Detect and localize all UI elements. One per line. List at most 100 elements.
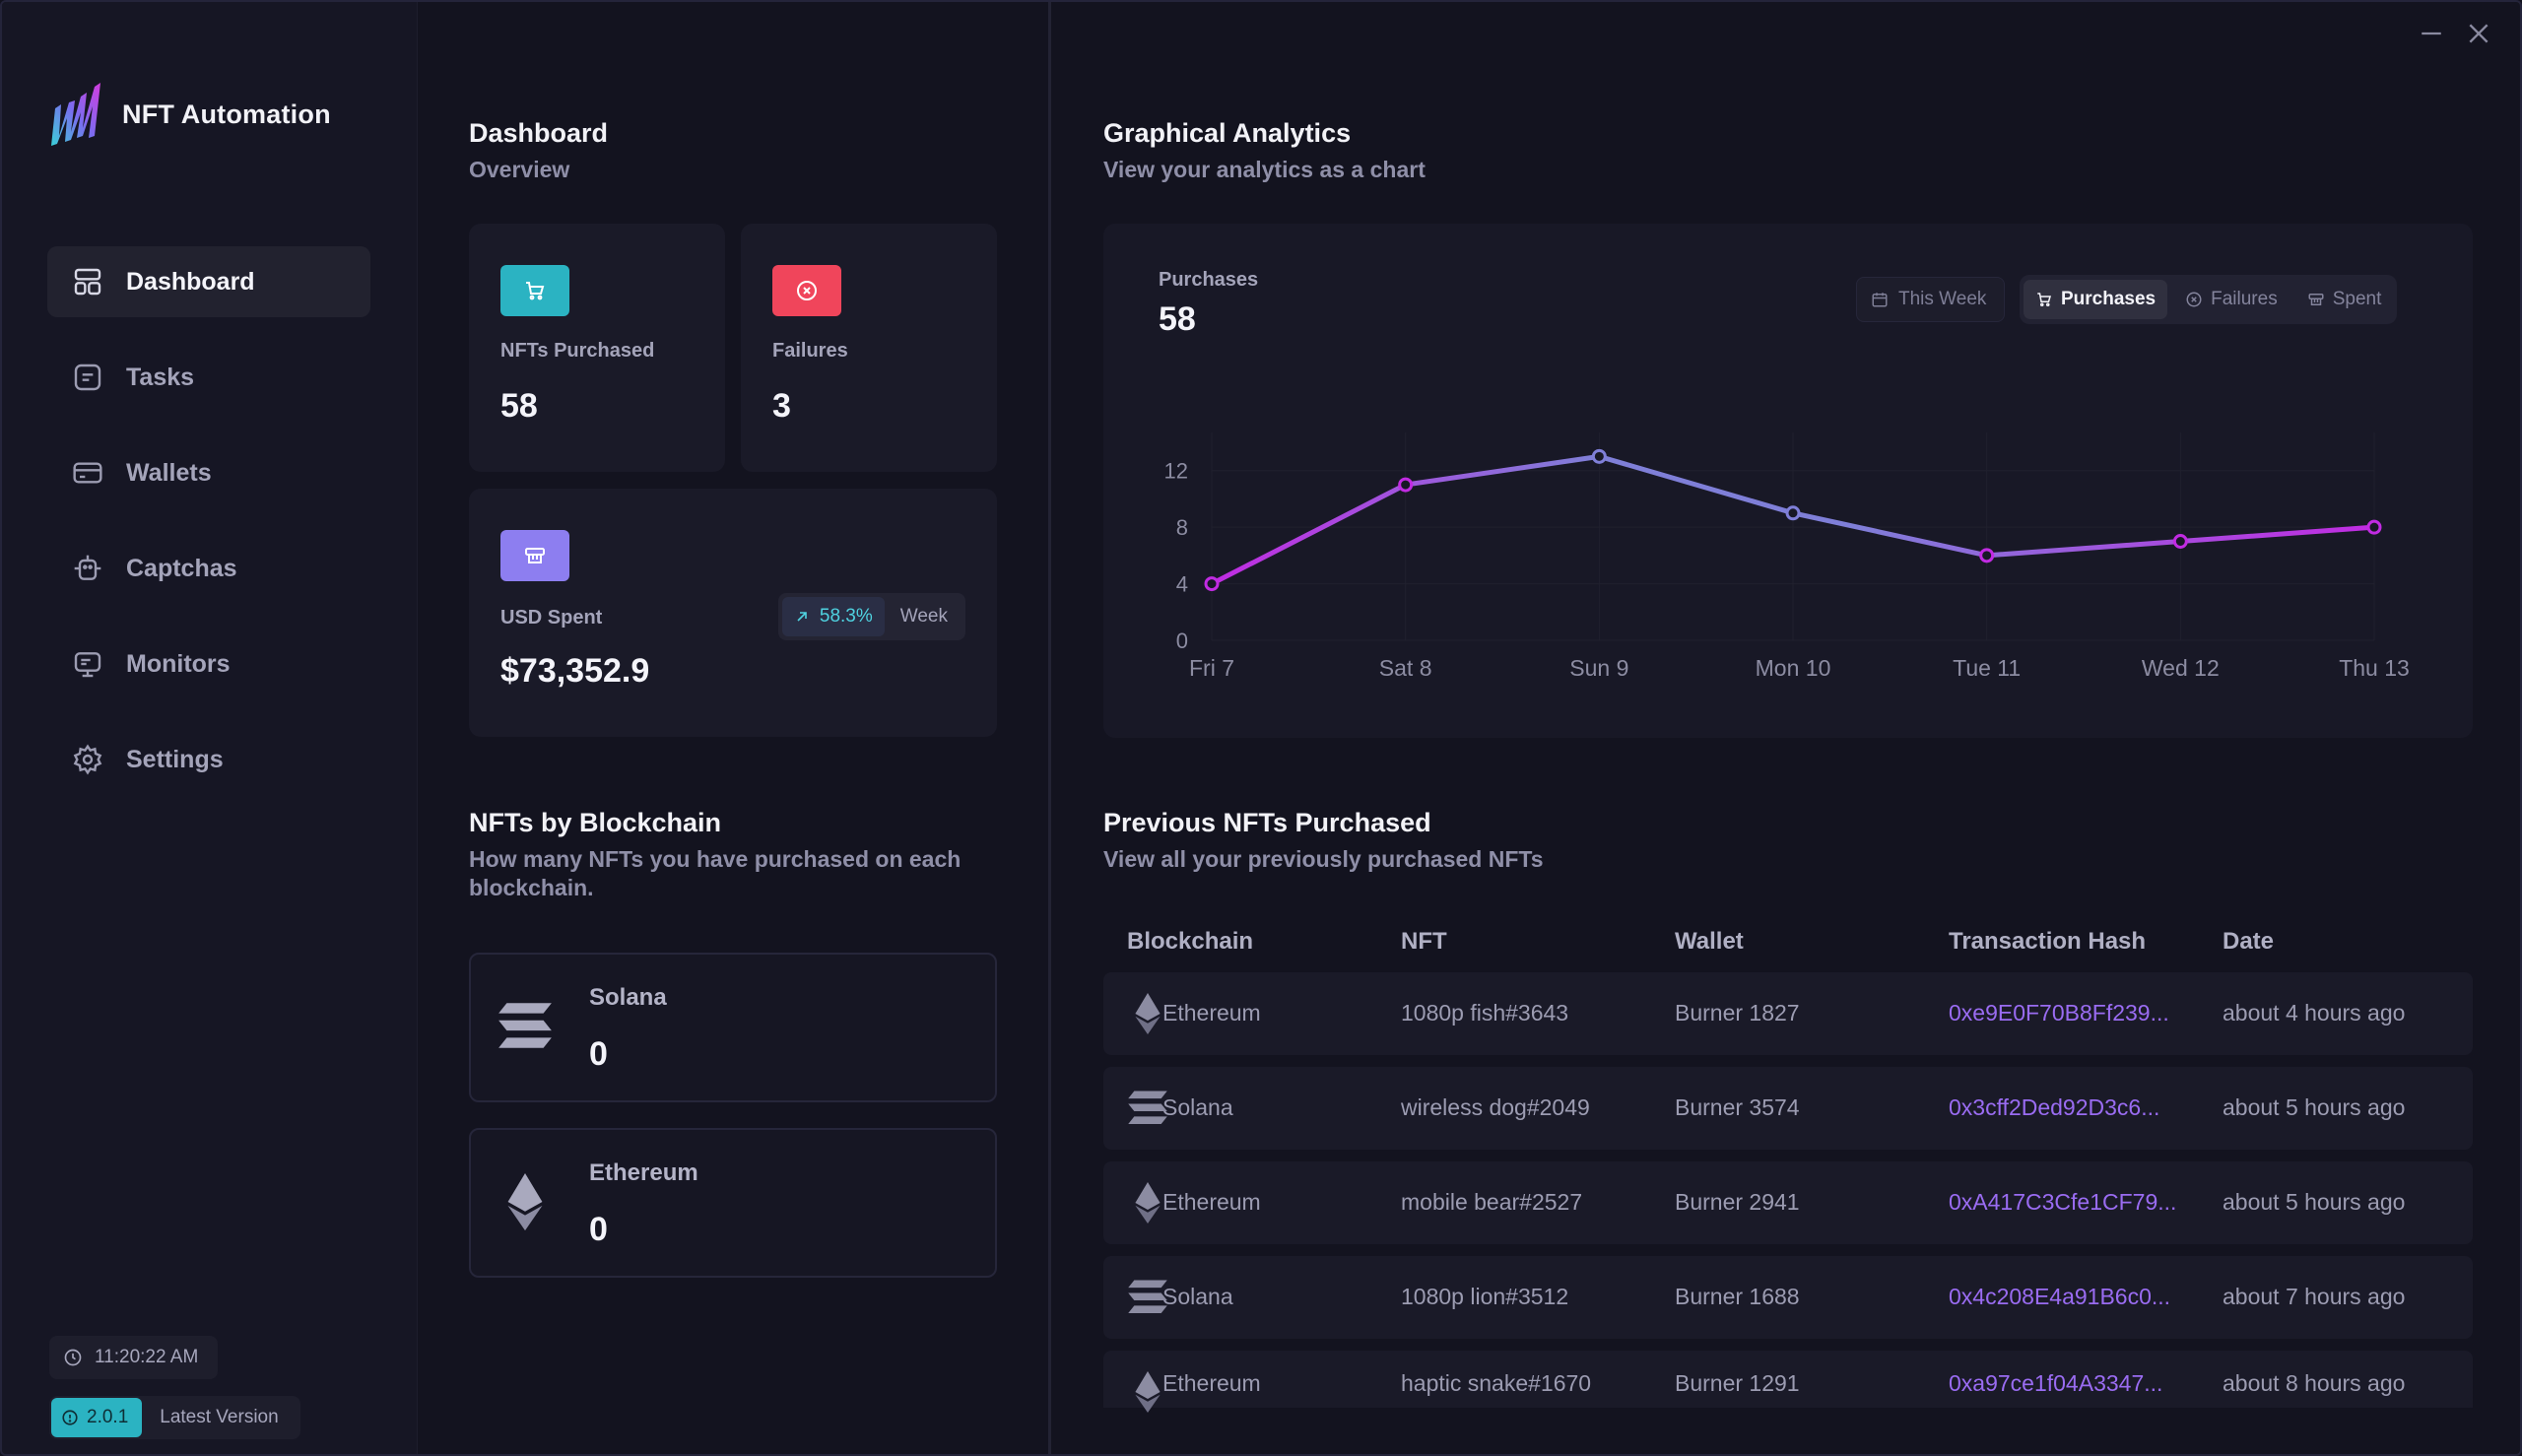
analytics-title: Graphical Analytics: [1103, 118, 1352, 148]
column-header[interactable]: Blockchain: [1127, 928, 1254, 955]
stat-label: Failures: [772, 340, 848, 362]
tab-failures[interactable]: Failures: [2173, 280, 2290, 319]
solana-icon: [493, 994, 558, 1059]
y-tick-label: 8: [1176, 515, 1188, 540]
stat-card-failures: Failures 3: [741, 224, 997, 472]
analytics-subtitle: View your analytics as a chart: [1103, 157, 1426, 182]
data-point: [1398, 477, 1414, 493]
solana-icon: [1123, 1270, 1172, 1325]
close-button[interactable]: [2461, 16, 2496, 51]
close-icon: [2469, 24, 2489, 43]
x-tick-label: Thu 13: [2339, 655, 2410, 681]
data-point: [2366, 519, 2382, 535]
sidebar-item-label: Dashboard: [126, 267, 255, 296]
cell-transaction-hash[interactable]: 0x4c208E4a91B6c0...: [1949, 1284, 2171, 1309]
money-icon: [500, 530, 569, 581]
data-point: [1785, 505, 1801, 521]
cell-transaction-hash[interactable]: 0xe9E0F70B8Ff239...: [1949, 1000, 2169, 1026]
cell-date: about 7 hours ago: [2223, 1284, 2406, 1309]
table-row[interactable]: Solana wireless dog#2049 Burner 3574 0x3cff…: [1103, 1067, 2473, 1150]
chain-name: Solana: [589, 984, 667, 1011]
data-point: [1591, 448, 1607, 464]
sidebar-item-label: Tasks: [126, 363, 195, 391]
stat-value: 3: [772, 387, 791, 425]
x-circle-icon: [2186, 292, 2202, 307]
sidebar-item-settings[interactable]: Settings: [47, 724, 370, 795]
tab-purchases[interactable]: Purchases: [2024, 280, 2168, 319]
table-row[interactable]: Solana 1080p lion#3512 Burner 1688 0x4c208E…: [1103, 1256, 2473, 1339]
minimize-icon: [2422, 32, 2441, 35]
chain-card-ethereum: Ethereum 0: [469, 1128, 997, 1278]
purchases-subtitle: View all your previously purchased NFTs: [1103, 846, 1544, 872]
solana-icon: [1123, 1081, 1172, 1136]
y-tick-label: 12: [1164, 459, 1188, 484]
chart-kpi-value: 58: [1159, 300, 1196, 338]
version-info: 2.0.1 Latest Version: [49, 1396, 300, 1439]
data-point: [1979, 548, 1995, 563]
column-header[interactable]: Date: [2223, 928, 2275, 955]
column-header[interactable]: Transaction Hash: [1949, 928, 2147, 955]
chart-card: Purchases 58 This Week Purchases Failure…: [1103, 224, 2473, 738]
gear-icon: [71, 743, 104, 776]
clock: 11:20:22 AM: [49, 1336, 219, 1379]
wallet-icon: [71, 456, 104, 490]
sidebar-item-captchas[interactable]: Captchas: [47, 533, 370, 604]
stat-value: $73,352.9: [500, 652, 650, 690]
sidebar-item-dashboard[interactable]: Dashboard: [47, 246, 370, 317]
cell-blockchain: Solana: [1162, 1284, 1233, 1309]
page-title: Dashboard: [469, 118, 609, 148]
column-header[interactable]: Wallet: [1675, 928, 1744, 955]
x-circle-icon: [772, 265, 841, 316]
cell-date: about 8 hours ago: [2223, 1370, 2406, 1396]
chain-card-solana: Solana 0: [469, 953, 997, 1102]
brand: NFT Automation: [47, 79, 331, 150]
cell-transaction-hash[interactable]: 0x3cff2Ded92D3c6...: [1949, 1094, 2160, 1120]
purchases-line-chart: 0 4 8 12 Fri 7 Sat 8 Sun 9 Mon 10 Tue 11 Wed 12 Th…: [1164, 432, 2410, 681]
cell-transaction-hash[interactable]: 0xa97ce1f04A3347...: [1949, 1370, 2163, 1396]
tasks-icon: [71, 361, 104, 394]
tab-label: Spent: [2332, 289, 2382, 309]
sidebar-item-label: Monitors: [126, 649, 231, 678]
chain-count: 0: [589, 1211, 608, 1248]
table-row[interactable]: Ethereum 1080p fish#3643 Burner 1827 0xe9E0…: [1103, 972, 2473, 1055]
sidebar-item-tasks[interactable]: Tasks: [47, 342, 370, 413]
cell-nft: 1080p lion#3512: [1401, 1284, 1569, 1309]
x-tick-label: Sat 8: [1379, 655, 1432, 681]
minimize-button[interactable]: [2414, 16, 2449, 51]
version-label: Latest Version: [160, 1407, 279, 1427]
chain-count: 0: [589, 1035, 608, 1073]
data-point: [2172, 534, 2188, 549]
tab-spent[interactable]: Spent: [2295, 280, 2394, 319]
arrow-up-right-icon: [797, 612, 807, 622]
cell-blockchain: Ethereum: [1162, 1000, 1261, 1026]
sidebar-nav: Dashboard Tasks Wallets Captchas: [47, 246, 370, 820]
ethereum-icon: [1123, 986, 1172, 1041]
cell-wallet: Burner 2941: [1675, 1189, 1800, 1215]
cell-transaction-hash[interactable]: 0xA417C3Cfe1CF79...: [1949, 1189, 2177, 1215]
purchases-title: Previous NFTs Purchased: [1103, 808, 1431, 837]
change-value: 58.3%: [819, 606, 873, 627]
sidebar-item-wallets[interactable]: Wallets: [47, 437, 370, 508]
version-badge: 2.0.1: [51, 1398, 143, 1437]
range-selector[interactable]: This Week: [1856, 277, 2006, 322]
x-tick-label: Sun 9: [1569, 655, 1628, 681]
table-row[interactable]: Ethereum mobile bear#2527 Burner 2941 0xA41…: [1103, 1161, 2473, 1244]
stat-card-purchased: NFTs Purchased 58: [469, 224, 725, 472]
sidebar-item-label: Wallets: [126, 458, 212, 487]
change-badge: 58.3%: [781, 597, 885, 636]
tab-label: Failures: [2211, 289, 2278, 309]
chain-name: Ethereum: [589, 1159, 698, 1186]
cell-wallet: Burner 1827: [1675, 1000, 1800, 1026]
tab-label: Purchases: [2061, 289, 2157, 309]
sidebar-item-monitors[interactable]: Monitors: [47, 629, 370, 699]
blockchain-title: NFTs by Blockchain: [469, 808, 722, 837]
ethereum-icon: [1123, 1175, 1172, 1230]
metric-tabs: Purchases Failures Spent: [2020, 275, 2398, 324]
table-row[interactable]: Ethereum haptic snake#1670 Burner 1291 0xa9…: [1103, 1351, 2473, 1413]
cell-blockchain: Ethereum: [1162, 1370, 1261, 1396]
x-tick-label: Fri 7: [1189, 655, 1234, 681]
clock-time: 11:20:22 AM: [95, 1347, 199, 1367]
column-header[interactable]: NFT: [1401, 928, 1447, 955]
robot-icon: [71, 552, 104, 585]
